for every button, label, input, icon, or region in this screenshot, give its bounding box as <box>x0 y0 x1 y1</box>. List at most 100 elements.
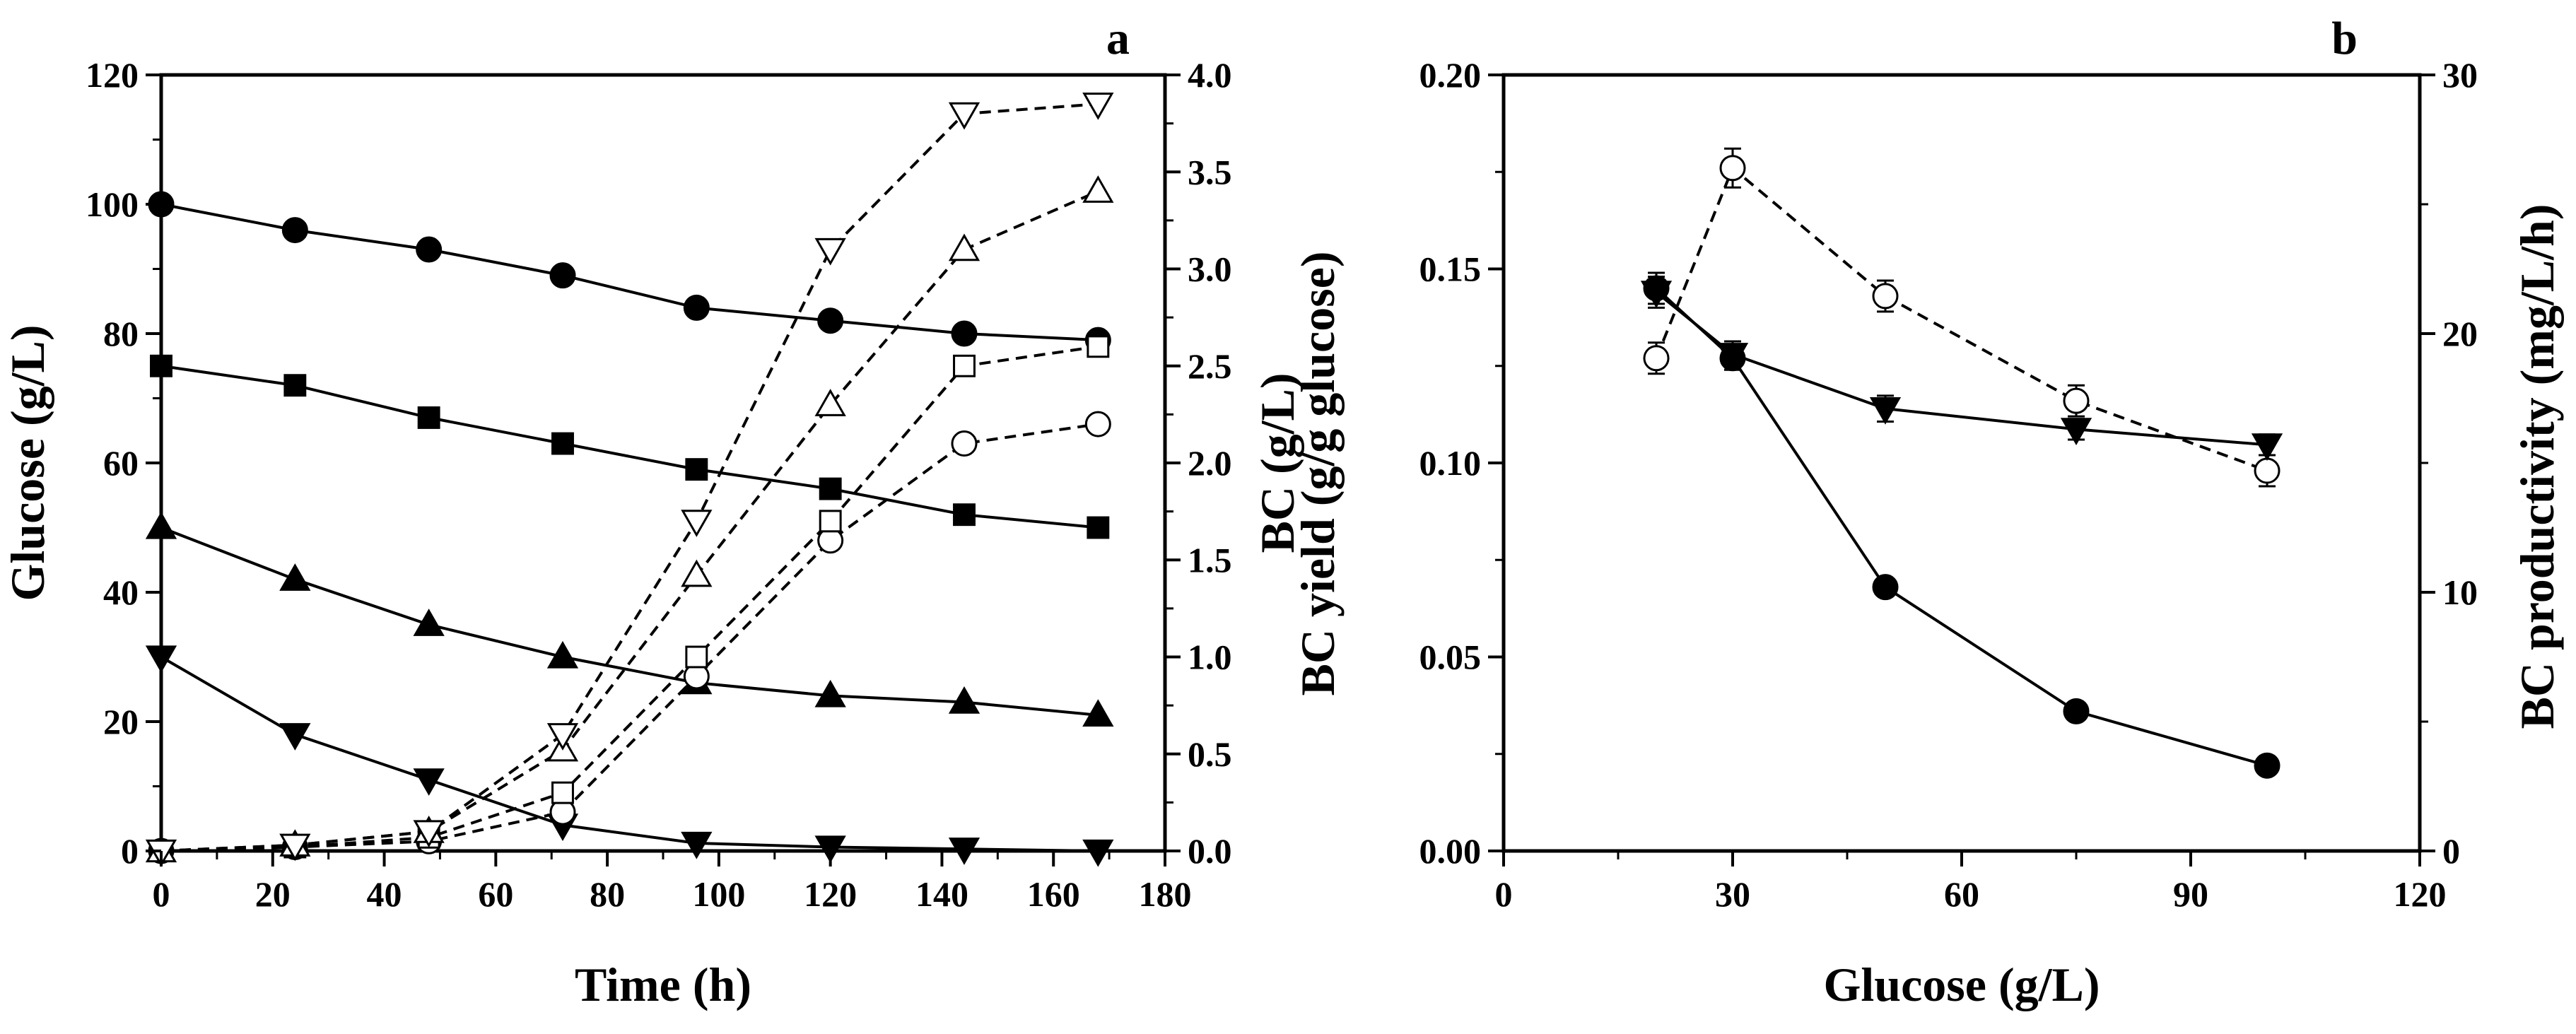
panel-a-y-right-tick-label: 1.5 <box>1188 540 1232 580</box>
panel-a-point-glucose-75-g-l-1 <box>283 374 307 397</box>
panel-a-point-bc-50-g-l-4 <box>681 559 713 587</box>
panel-a-y-right-tick-label: 4.0 <box>1188 55 1232 95</box>
panel-b-point-bc-yield-open-3 <box>2063 387 2090 414</box>
panel-b-point-bc-yield-4 <box>2254 752 2281 779</box>
panel-a-series-bc-30-g-l <box>145 93 1114 867</box>
panel-a-y-right-tick-label: 2.0 <box>1188 443 1232 483</box>
panel-a-point-glucose-50-g-l-3 <box>546 640 579 669</box>
panel-a-point-glucose-50-g-l-5 <box>814 679 846 707</box>
panel-a-point-glucose-30-g-l-6 <box>948 838 980 865</box>
panel-a-x-title: Time (h) <box>575 958 751 1011</box>
panel-a: 0 20 40 60 80 100 120 140 160 180 0 20 40 60 80 100 120 0… <box>1 13 1304 1011</box>
panel-a-point-glucose-100-g-l-3 <box>549 262 576 289</box>
panel-b-y-right-tick-label: 30 <box>2442 55 2478 95</box>
panel-a-point-glucose-100-g-l-4 <box>683 294 710 321</box>
panel-b-y-left-tick-label: 0.10 <box>1419 443 1482 483</box>
panel-a-series-bc-75-g-l <box>150 335 1110 862</box>
panel-b-y-right-tick-label: 20 <box>2442 314 2478 353</box>
panel-a-point-bc-30-g-l-2 <box>413 820 445 848</box>
panel-a-series-glucose-50-g-l <box>145 511 1114 727</box>
panel-a-y-left-tick-label: 120 <box>86 55 139 95</box>
panel-a-x-tick-label: 160 <box>1027 874 1080 914</box>
panel-a-point-glucose-30-g-l-2 <box>413 768 445 796</box>
panel-b-y-right-tick-label: 10 <box>2442 572 2478 612</box>
panel-a-y-right-tick-label: 1.0 <box>1188 638 1232 677</box>
panel-b-y-left-tick-label: 0.00 <box>1419 831 1482 871</box>
panel-a-line-glucose-75-g-l <box>160 364 1099 529</box>
panel-a-x-tick-label: 120 <box>804 874 857 914</box>
panel-a-y-left-tick-label: 80 <box>103 314 139 353</box>
panel-a-point-bc-75-g-l-7 <box>1087 335 1110 358</box>
panel-a-y-left-tick-label: 20 <box>103 702 139 741</box>
panel-b-point-bc-yield-3 <box>2063 698 2090 724</box>
panel-a-series-glucose-100-g-l <box>148 191 1111 353</box>
panel-a-series-bc-100-g-l <box>148 411 1111 864</box>
panel-a-line-glucose-30-g-l <box>160 655 1099 852</box>
panel-b-x-tick-label: 30 <box>1715 874 1750 914</box>
panel-a-point-bc-30-g-l-6 <box>948 102 980 130</box>
panel-a-point-bc-50-g-l-5 <box>814 389 846 416</box>
panel-a-point-glucose-75-g-l-0 <box>150 354 172 377</box>
panel-a-y-left-tick-label: 0 <box>121 831 139 871</box>
panel-a-y-left-tick-label: 100 <box>86 184 139 224</box>
panel-a-point-glucose-30-g-l-4 <box>681 831 713 859</box>
panel-a-y-left-tick-label: 40 <box>103 572 139 612</box>
panel-a-point-glucose-100-g-l-1 <box>281 217 308 244</box>
panel-a-point-glucose-75-g-l-7 <box>1087 516 1110 539</box>
panel-b-line-bc-productivity <box>1655 290 2268 447</box>
panel-a-x-tick-label: 20 <box>255 874 291 914</box>
panel-a-point-glucose-75-g-l-3 <box>551 432 574 455</box>
panel-a-line-bc-100-g-l <box>160 423 1099 852</box>
panel-b-point-bc-yield-open-4 <box>2254 457 2281 484</box>
panel-b-x-tick-label: 0 <box>1495 874 1513 914</box>
panel-b-series-bc-yield-open <box>1643 147 2281 488</box>
panel-a-series-glucose-75-g-l <box>150 354 1110 539</box>
panel-a-point-glucose-50-g-l-0 <box>145 511 177 539</box>
panel-b-point-bc-productivity-2 <box>1869 396 1902 425</box>
panel-b-point-bc-yield-open-2 <box>1872 283 1899 310</box>
panel-a-point-bc-30-g-l-3 <box>546 723 579 751</box>
panel-b-y-left-tick-label: 0.15 <box>1419 249 1482 289</box>
panel-a-point-bc-30-g-l-1 <box>279 833 311 862</box>
panel-a-line-glucose-100-g-l <box>160 203 1099 342</box>
panel-a-point-bc-50-g-l-7 <box>1082 175 1114 203</box>
panel-a-point-bc-30-g-l-7 <box>1082 93 1114 120</box>
panel-a-x-tick-label: 180 <box>1139 874 1192 914</box>
panel-a-point-glucose-30-g-l-5 <box>814 835 846 864</box>
panel-b-point-bc-productivity-3 <box>2060 418 2092 445</box>
panel-a-x-tick-label: 100 <box>692 874 745 914</box>
panel-a-point-glucose-75-g-l-2 <box>417 406 440 429</box>
panel-b-x-tick-label: 90 <box>2173 874 2208 914</box>
panel-a-point-bc-30-g-l-5 <box>814 237 846 266</box>
panel-b-line-bc-yield-open <box>1655 165 2268 472</box>
panel-a-point-glucose-50-g-l-2 <box>413 609 445 636</box>
panel-a-point-glucose-50-g-l-1 <box>279 563 311 591</box>
panel-b-point-bc-productivity-4 <box>2251 433 2283 461</box>
panel-a-point-glucose-100-g-l-6 <box>951 320 978 347</box>
panel-a-point-bc-75-g-l-5 <box>819 510 842 533</box>
panel-b-y-left-tick-label: 0.20 <box>1419 55 1482 95</box>
panel-b-point-bc-productivity-1 <box>1716 343 1749 370</box>
panel-a-point-glucose-50-g-l-7 <box>1082 699 1114 727</box>
panel-a-y-right-tick-label: 3.0 <box>1188 249 1232 289</box>
panel-b-y-left-title: BC yield (g/g glucose) <box>1291 252 1345 696</box>
panel-b-x-tick-label: 60 <box>1944 874 1979 914</box>
panel-a-y-right-tick-label: 0.0 <box>1188 831 1232 871</box>
panel-a-line-glucose-50-g-l <box>160 526 1099 717</box>
panel-a-point-glucose-30-g-l-7 <box>1082 839 1114 867</box>
panel-a-point-glucose-30-g-l-1 <box>279 723 311 751</box>
panel-b-point-bc-productivity-0 <box>1640 281 1673 309</box>
panel-a-line-bc-75-g-l <box>160 345 1099 852</box>
panel-b-x-tick-label: 120 <box>2394 874 2447 914</box>
panel-a-x-tick-label: 60 <box>478 874 513 914</box>
panel-a-point-bc-75-g-l-6 <box>953 354 976 377</box>
panel-a-point-glucose-100-g-l-5 <box>817 307 844 334</box>
panel-b-point-bc-yield-open-0 <box>1643 345 1670 372</box>
panel-a-y-right-title: BC (g/L) <box>1251 373 1304 553</box>
panel-b-x-title: Glucose (g/L) <box>1824 958 2100 1011</box>
panel-a-x-tick-label: 0 <box>153 874 170 914</box>
panel-a-point-glucose-30-g-l-0 <box>145 645 177 674</box>
panel-b-point-bc-yield-open-1 <box>1719 155 1746 182</box>
